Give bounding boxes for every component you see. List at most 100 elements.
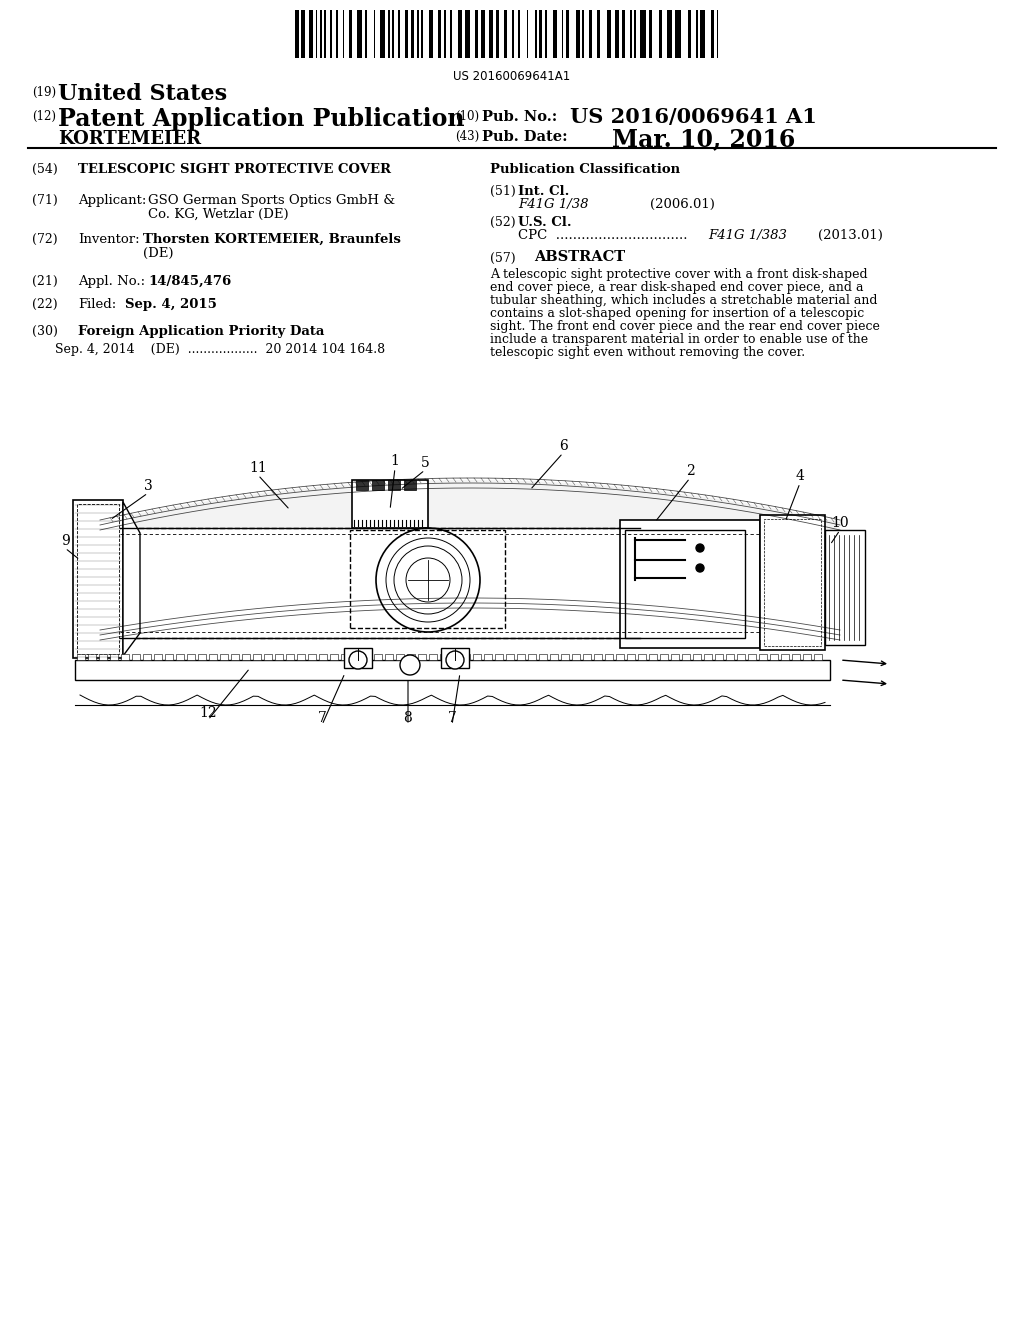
Circle shape xyxy=(696,544,705,552)
Bar xyxy=(705,653,712,660)
Bar xyxy=(634,11,636,58)
Bar xyxy=(517,653,525,660)
Bar xyxy=(398,11,400,58)
Text: (10): (10) xyxy=(455,110,479,123)
Text: (51): (51) xyxy=(490,185,516,198)
Bar xyxy=(88,653,96,660)
Text: U.S. Cl.: U.S. Cl. xyxy=(518,216,571,228)
Bar xyxy=(545,11,547,58)
Text: Publication Classification: Publication Classification xyxy=(490,162,680,176)
Text: (43): (43) xyxy=(455,129,479,143)
Bar xyxy=(374,653,382,660)
Bar xyxy=(357,11,362,58)
Text: Pub. No.:: Pub. No.: xyxy=(482,110,557,124)
Text: end cover piece, a rear disk-shaped end cover piece, and a: end cover piece, a rear disk-shaped end … xyxy=(490,281,863,294)
Bar xyxy=(589,11,592,58)
Bar xyxy=(309,11,313,58)
Bar xyxy=(308,653,316,660)
Bar xyxy=(341,653,349,660)
Circle shape xyxy=(349,651,367,669)
Bar xyxy=(392,11,394,58)
Bar xyxy=(764,519,821,645)
Bar xyxy=(465,11,470,58)
Bar xyxy=(440,653,449,660)
Circle shape xyxy=(696,564,705,572)
Bar xyxy=(253,653,261,660)
Text: sight. The front end cover piece and the rear end cover piece: sight. The front end cover piece and the… xyxy=(490,319,880,333)
Bar xyxy=(553,11,557,58)
Bar xyxy=(550,653,558,660)
Bar xyxy=(562,11,563,58)
Bar xyxy=(73,500,123,657)
Circle shape xyxy=(400,655,420,675)
Bar xyxy=(700,11,706,58)
Text: 14/845,476: 14/845,476 xyxy=(148,275,231,288)
Text: (2013.01): (2013.01) xyxy=(818,228,883,242)
Text: Mar. 10, 2016: Mar. 10, 2016 xyxy=(612,127,796,150)
Text: United States: United States xyxy=(58,83,227,106)
Bar xyxy=(275,653,283,660)
Bar xyxy=(649,653,657,660)
Bar xyxy=(396,653,404,660)
Bar xyxy=(301,11,305,58)
Bar xyxy=(688,11,691,58)
Bar xyxy=(715,653,723,660)
Bar xyxy=(407,653,415,660)
Bar xyxy=(630,11,632,58)
Text: KORTEMEIER: KORTEMEIER xyxy=(58,129,201,148)
Bar xyxy=(825,531,865,645)
Text: (57): (57) xyxy=(490,252,516,265)
Bar xyxy=(475,11,478,58)
Bar xyxy=(638,653,646,660)
Text: (72): (72) xyxy=(32,234,57,246)
Bar xyxy=(110,653,118,660)
Bar xyxy=(295,11,299,58)
Text: (12): (12) xyxy=(32,110,56,123)
Text: 9: 9 xyxy=(60,535,70,548)
Text: Patent Application Publication: Patent Application Publication xyxy=(58,107,465,131)
Bar xyxy=(120,528,640,638)
Text: telescopic sight even without removing the cover.: telescopic sight even without removing t… xyxy=(490,346,805,359)
Bar xyxy=(625,531,745,638)
Bar xyxy=(209,653,217,660)
Bar xyxy=(372,480,384,490)
Bar xyxy=(583,11,584,58)
Text: (DE): (DE) xyxy=(143,247,173,260)
Bar xyxy=(594,653,602,660)
Text: (21): (21) xyxy=(32,275,57,288)
Text: Co. KG, Wetzlar (DE): Co. KG, Wetzlar (DE) xyxy=(148,209,289,220)
Bar xyxy=(165,653,173,660)
Circle shape xyxy=(446,651,464,669)
Text: GSO German Sports Optics GmbH &: GSO German Sports Optics GmbH & xyxy=(148,194,395,207)
Bar xyxy=(330,11,332,58)
Text: ABSTRACT: ABSTRACT xyxy=(535,249,626,264)
Bar xyxy=(385,653,393,660)
Bar xyxy=(648,11,652,58)
Text: (22): (22) xyxy=(32,298,57,312)
Bar xyxy=(198,653,206,660)
Bar xyxy=(473,653,481,660)
Bar xyxy=(231,653,239,660)
Text: Thorsten KORTEMEIER, Braunfels: Thorsten KORTEMEIER, Braunfels xyxy=(143,234,400,246)
Text: TELESCOPIC SIGHT PROTECTIVE COVER: TELESCOPIC SIGHT PROTECTIVE COVER xyxy=(78,162,391,176)
Bar xyxy=(411,11,415,58)
Text: 4: 4 xyxy=(796,469,805,483)
Bar xyxy=(176,653,184,660)
Bar xyxy=(640,11,645,58)
Text: Appl. No.:: Appl. No.: xyxy=(78,275,145,288)
Bar xyxy=(417,11,419,58)
Bar xyxy=(143,653,151,660)
Text: Int. Cl.: Int. Cl. xyxy=(518,185,569,198)
Polygon shape xyxy=(85,506,120,648)
Bar xyxy=(566,11,569,58)
Bar xyxy=(671,653,679,660)
Bar xyxy=(526,11,528,58)
Bar xyxy=(286,653,294,660)
Text: Sep. 4, 2014    (DE)  ..................  20 2014 104 164.8: Sep. 4, 2014 (DE) .................. 20 … xyxy=(55,343,385,356)
Bar xyxy=(711,11,714,58)
Bar xyxy=(451,11,452,58)
Bar xyxy=(682,653,690,660)
Text: include a transparent material in order to enable use of the: include a transparent material in order … xyxy=(490,333,868,346)
Bar xyxy=(781,653,790,660)
Bar xyxy=(443,11,445,58)
